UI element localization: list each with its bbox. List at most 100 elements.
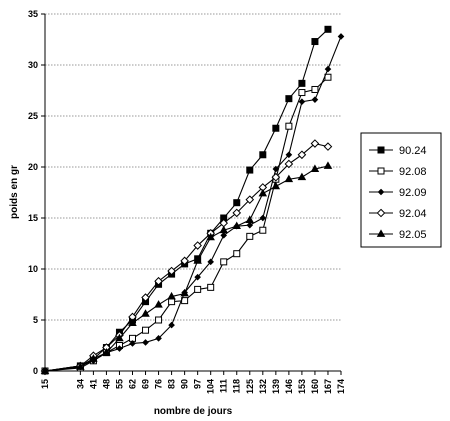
x-axis-title: nombre de jours — [154, 406, 233, 417]
x-tick-label: 174 — [336, 379, 346, 394]
x-tick-label: 62 — [127, 379, 137, 389]
x-tick-label: 167 — [323, 379, 333, 394]
data-point — [220, 232, 228, 239]
data-point — [298, 98, 306, 106]
data-point — [297, 172, 307, 181]
x-tick-label: 41 — [88, 379, 98, 389]
data-point — [377, 167, 385, 175]
x-tick-label: 34 — [75, 379, 85, 389]
x-tick-label: 104 — [206, 379, 216, 394]
data-point — [285, 95, 293, 103]
legend-item: 92.09 — [369, 187, 427, 199]
data-point — [233, 199, 241, 207]
data-point — [116, 345, 123, 352]
x-tick-label: 146 — [284, 379, 294, 394]
data-point — [193, 241, 202, 250]
data-point — [194, 285, 202, 293]
x-tick-label: 111 — [219, 379, 229, 393]
legend-item: 90.24 — [369, 145, 427, 157]
data-point — [298, 79, 306, 87]
data-point — [220, 258, 228, 266]
x-tick-label: 132 — [258, 379, 268, 394]
data-point — [142, 339, 149, 346]
data-point — [323, 142, 333, 151]
data-point — [89, 354, 98, 362]
data-point — [219, 225, 228, 234]
data-point — [323, 161, 333, 169]
y-tick-label: 25 — [28, 111, 38, 121]
data-point — [141, 293, 150, 302]
data-point — [284, 159, 294, 169]
x-tick-label: 125 — [245, 379, 255, 394]
data-point — [324, 65, 332, 73]
data-point — [40, 366, 50, 374]
data-point — [311, 85, 319, 93]
y-tick-label: 35 — [28, 9, 38, 19]
x-tick-label: 139 — [271, 379, 281, 394]
data-point — [258, 188, 268, 197]
legend-label: 90.24 — [399, 145, 427, 157]
data-point — [297, 150, 307, 160]
data-point — [168, 321, 175, 329]
y-tick-label: 0 — [33, 366, 38, 376]
y-tick-label: 30 — [28, 60, 38, 70]
data-point — [245, 195, 255, 204]
series-92.05 — [40, 161, 333, 374]
legend-box — [360, 132, 442, 248]
data-point — [233, 250, 241, 258]
data-point — [168, 298, 176, 306]
data-point — [271, 172, 281, 182]
series-line — [44, 142, 329, 372]
legend-item: 92.04 — [369, 208, 427, 220]
data-point — [155, 335, 162, 342]
data-point — [311, 38, 319, 46]
data-point — [207, 258, 214, 266]
x-tick-label: 153 — [297, 379, 307, 394]
x-tick-label: 55 — [114, 379, 124, 389]
data-point — [76, 362, 85, 370]
data-point — [141, 309, 150, 317]
data-point — [376, 229, 386, 237]
x-tick-label: 118 — [232, 379, 242, 394]
data-point — [259, 226, 267, 234]
data-point — [180, 288, 189, 297]
series-line — [44, 165, 329, 372]
data-point — [284, 174, 294, 183]
series-92.04 — [40, 139, 333, 376]
y-tick-label: 20 — [28, 162, 38, 172]
legend-item: 92.08 — [369, 166, 427, 178]
x-tick-label: 90 — [180, 379, 190, 389]
data-point — [271, 181, 281, 190]
y-axis-title: poids en gr — [9, 165, 20, 219]
data-point — [154, 300, 163, 308]
data-point — [115, 333, 124, 342]
y-tick-label: 15 — [28, 213, 38, 223]
data-point — [246, 221, 254, 229]
series-90.24 — [41, 25, 332, 375]
data-point — [232, 221, 242, 230]
data-point — [337, 33, 345, 40]
legend-label: 92.05 — [399, 229, 427, 241]
data-point — [102, 348, 111, 356]
x-tick-label: 76 — [154, 379, 164, 389]
series-group — [40, 25, 345, 376]
data-point — [154, 276, 163, 286]
data-point — [206, 232, 215, 241]
data-point — [311, 96, 319, 103]
legend-label: 92.09 — [399, 187, 427, 199]
data-point — [245, 215, 255, 223]
y-tick-label: 10 — [28, 264, 38, 274]
data-point — [246, 232, 254, 240]
series-line — [44, 76, 329, 372]
grid-lines — [45, 13, 341, 321]
data-point — [377, 188, 385, 196]
data-point — [207, 283, 215, 291]
data-point — [180, 256, 189, 266]
data-point — [232, 208, 242, 218]
x-tick-label: 69 — [141, 379, 151, 389]
axes — [41, 13, 342, 375]
legend: 90.24 92.08 92.09 92.04 92.05 — [360, 132, 442, 248]
x-tick-label: 160 — [310, 379, 320, 394]
x-tick-label: 83 — [167, 379, 177, 389]
x-tick-labels: 15 34 41 48 55 62 69 76 83 90 97 104 111 118 125 132 139… — [40, 379, 346, 394]
